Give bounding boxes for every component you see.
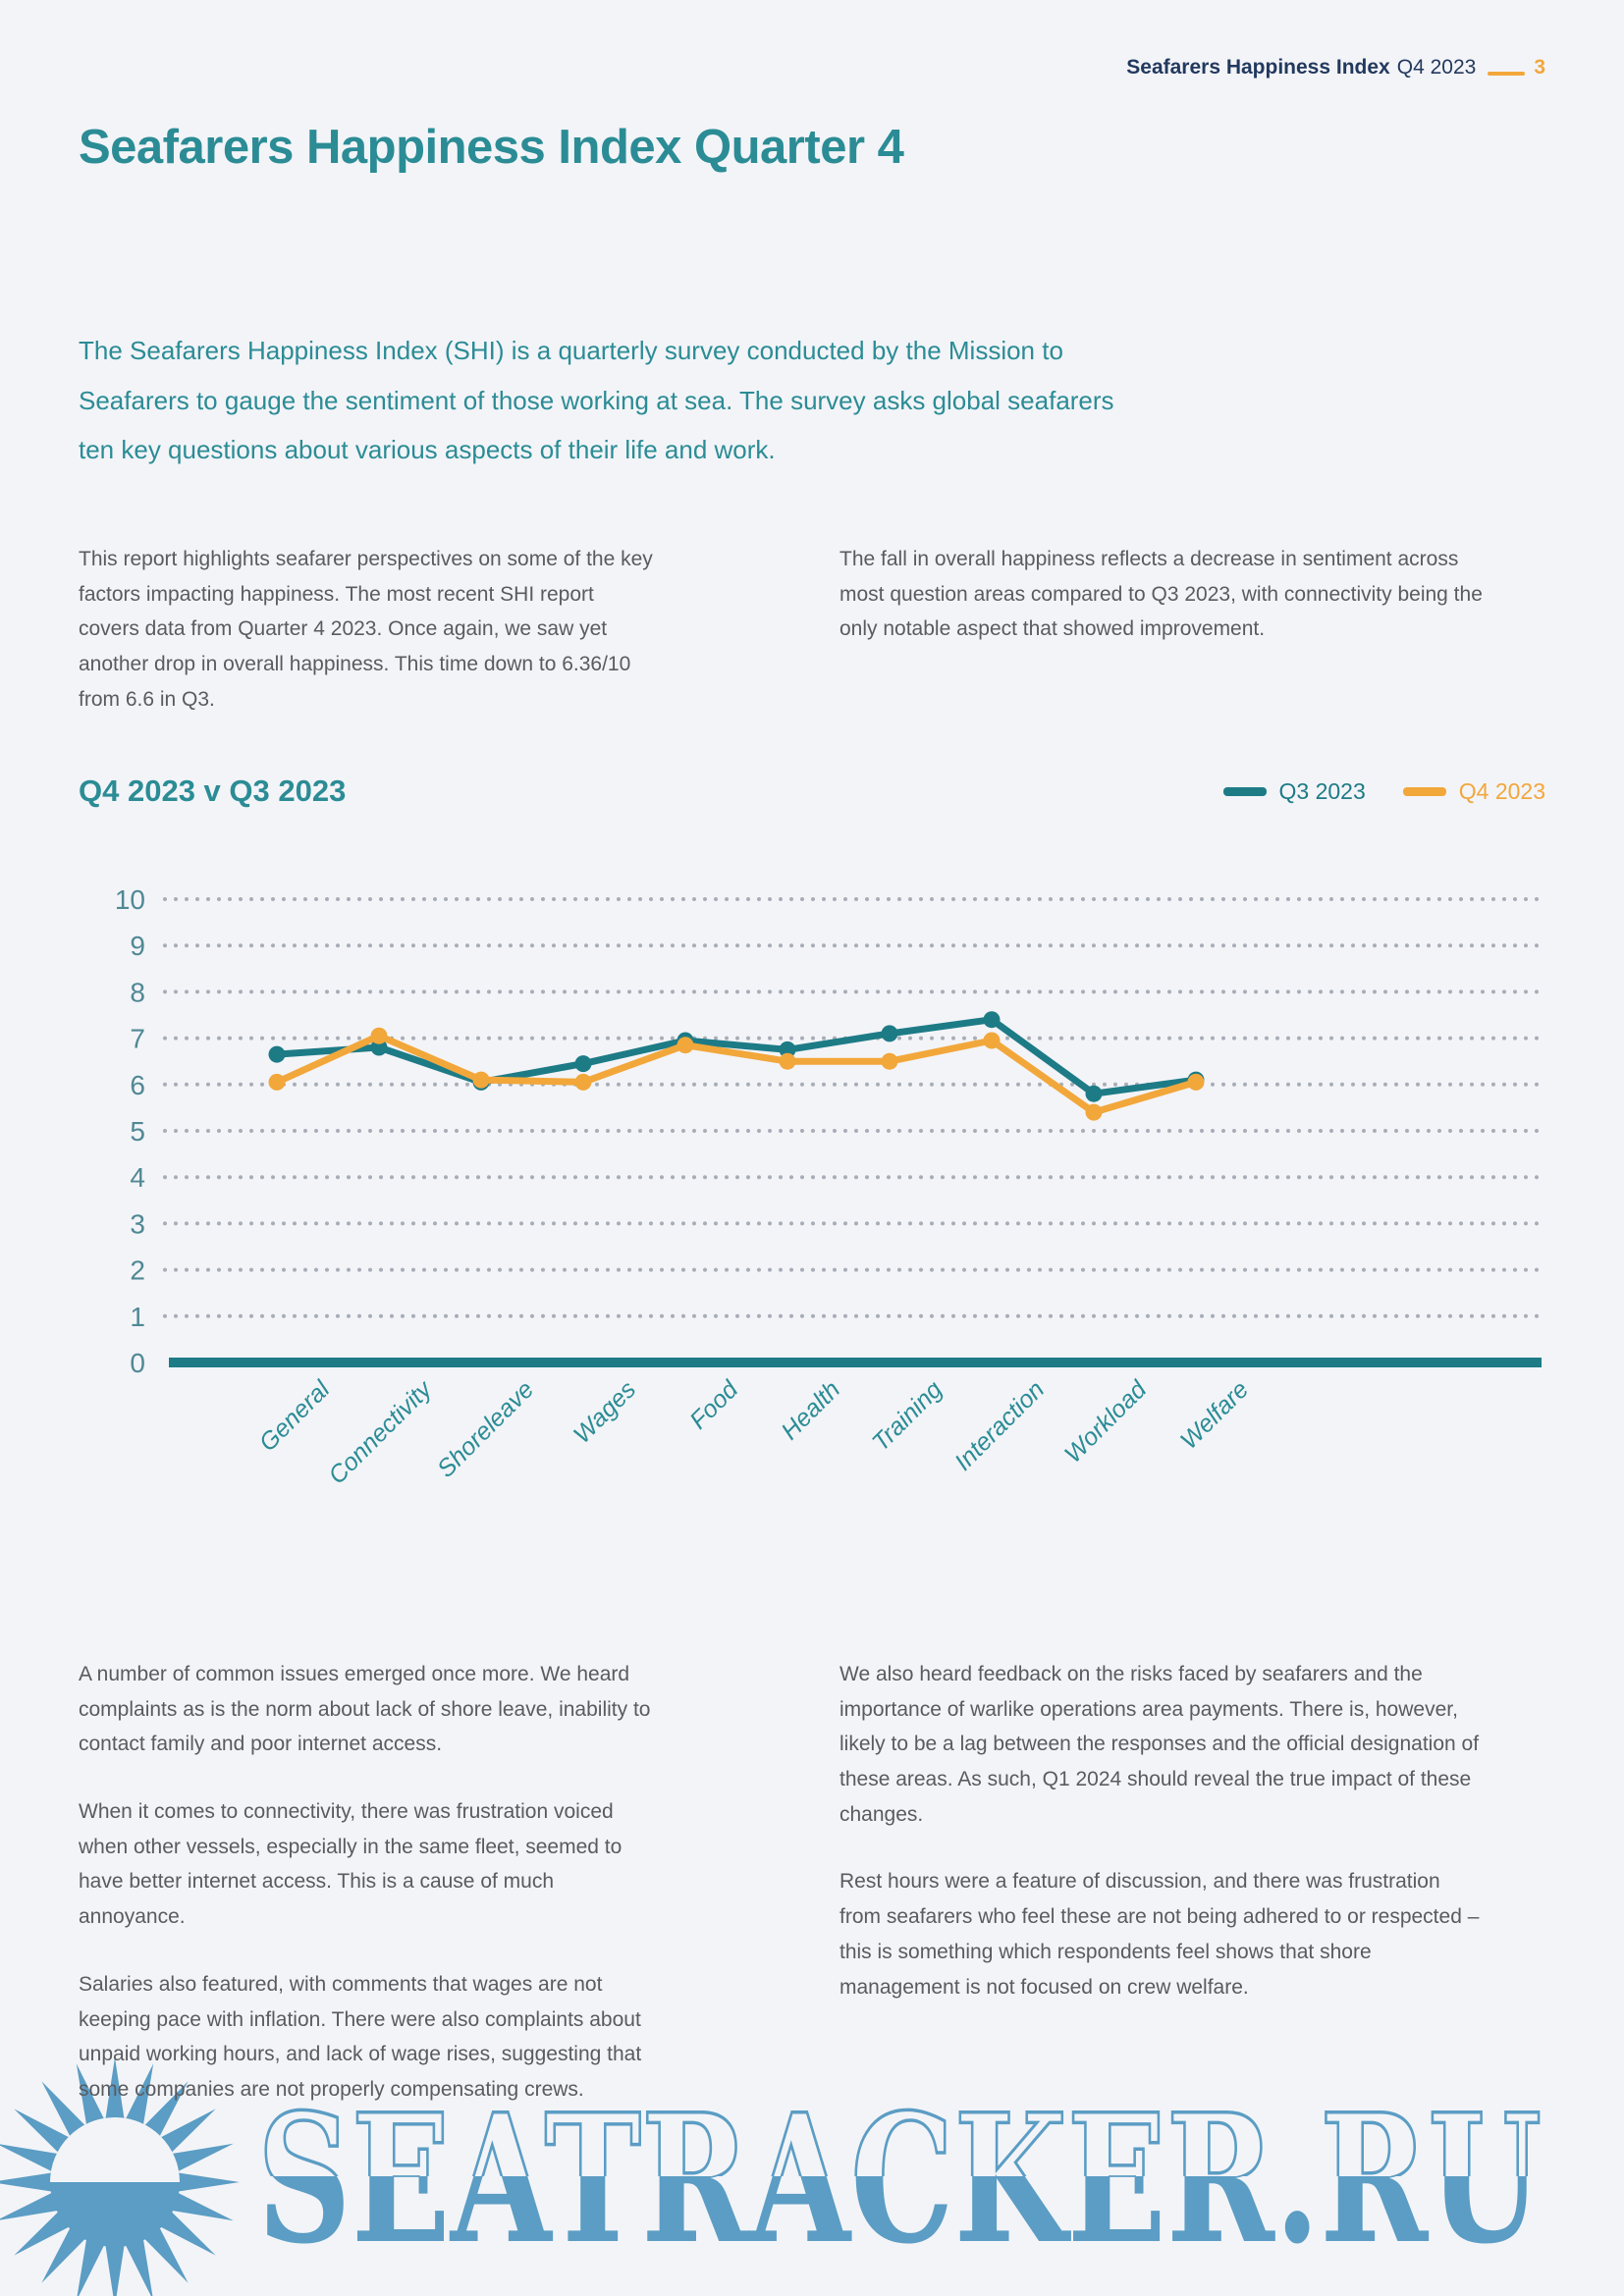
data-point-q4-2023-interaction — [983, 1032, 1001, 1049]
body-paragraph: Rest hours were a feature of discussion,… — [839, 1870, 1480, 1999]
chart-title: Q4 2023 v Q3 2023 — [79, 774, 347, 808]
page-number-rule — [1488, 72, 1526, 76]
data-point-q4-2023-training — [881, 1052, 898, 1070]
body-paragraph: When it comes to connectivity, there was… — [79, 1800, 623, 1929]
data-point-q3-2023-interaction — [983, 1011, 1001, 1029]
x-axis-label-connectivity: Connectivity — [323, 1374, 438, 1489]
happiness-line-chart: 0 1 2 3 4 5 6 7 8 9 10 GeneralConnectivityShoreleav… — [115, 884, 1542, 1490]
summary-paragraph: The fall in overall happiness reflects a… — [839, 548, 1483, 641]
x-axis-label-health: Health — [776, 1375, 845, 1445]
data-point-q4-2023-welfare — [1187, 1073, 1205, 1091]
x-axis-label-wages: Wages — [568, 1375, 642, 1449]
data-point-q4-2023-food — [677, 1037, 694, 1054]
sun-dome — [50, 2117, 180, 2182]
watermark-text-layer: SEATRACKER.RU — [257, 2076, 1542, 2283]
sun-icon — [0, 2057, 240, 2296]
data-point-q4-2023-wages — [574, 1073, 592, 1091]
page-title: Seafarers Happiness Index Quarter 4 — [79, 121, 904, 174]
chart-header-row: Q4 2023 v Q3 2023 Q3 2023 Q4 2023 — [79, 774, 1545, 809]
summary-columns: This report highlights seafarer perspect… — [79, 542, 1483, 749]
legend-item-q4: Q4 2023 — [1402, 777, 1545, 805]
x-axis-label-shoreleave: Shoreleave — [432, 1375, 539, 1482]
data-point-q3-2023-connectivity — [370, 1039, 388, 1056]
intro-paragraph: The Seafarers Happiness Index (SHI) is a… — [79, 336, 1114, 465]
chart-legend: Q3 2023 Q4 2023 — [1202, 777, 1545, 805]
data-point-q4-2023-general — [268, 1073, 286, 1091]
data-point-q4-2023-connectivity — [370, 1027, 388, 1044]
header-quarter: Q4 2023 — [1396, 56, 1477, 79]
x-axis-label-general: General — [254, 1374, 337, 1457]
body-left-column: A number of common issues emerged once m… — [79, 1657, 653, 2140]
body-right-column: We also heard feedback on the risks face… — [839, 1657, 1483, 2140]
q3-line-swatch — [1222, 786, 1267, 796]
legend-label-q4: Q4 2023 — [1458, 777, 1545, 804]
y-axis-tick-4: 4 — [130, 1162, 145, 1193]
series-line-q3-2023 — [273, 1016, 1200, 1097]
data-point-q3-2023-workload — [1085, 1085, 1103, 1102]
y-axis-tick-2: 2 — [130, 1255, 145, 1286]
body-paragraph: We also heard feedback on the risks face… — [839, 1663, 1480, 1826]
data-point-q3-2023-health — [779, 1041, 796, 1058]
legend-item-q3: Q3 2023 — [1222, 777, 1366, 805]
y-axis-tick-10: 10 — [115, 884, 145, 915]
x-axis-label-food: Food — [684, 1375, 744, 1435]
x-axis-label-training: Training — [867, 1375, 947, 1456]
body-paragraph: A number of common issues emerged once m… — [79, 1663, 651, 1756]
summary-left-column: This report highlights seafarer perspect… — [79, 542, 653, 749]
y-axis-tick-9: 9 — [130, 931, 145, 961]
data-point-q3-2023-training — [881, 1025, 898, 1042]
y-axis-tick-6: 6 — [130, 1070, 145, 1100]
summary-right-column: The fall in overall happiness reflects a… — [839, 542, 1483, 749]
y-axis-tick-3: 3 — [130, 1208, 145, 1239]
y-axis-tick-1: 1 — [130, 1302, 145, 1332]
y-axis-tick-5: 5 — [130, 1116, 145, 1147]
body-columns: A number of common issues emerged once m… — [79, 1657, 1483, 2140]
data-point-q4-2023-workload — [1085, 1103, 1103, 1121]
y-axis-tick-7: 7 — [130, 1024, 145, 1054]
x-axis-label-welfare: Welfare — [1175, 1375, 1254, 1454]
legend-label-q3: Q3 2023 — [1278, 777, 1366, 804]
data-point-q4-2023-health — [779, 1052, 796, 1070]
page-header: Seafarers Happiness Index Q4 2023 3 — [1126, 56, 1545, 80]
series-line-q4-2023 — [273, 1032, 1200, 1116]
x-axis-label-workload: Workload — [1059, 1375, 1153, 1468]
y-axis-tick-8: 8 — [130, 977, 145, 1007]
data-point-q4-2023-shoreleave — [472, 1071, 490, 1089]
y-axis-tick-0: 0 — [130, 1348, 145, 1378]
data-point-q3-2023-wages — [574, 1055, 592, 1073]
summary-paragraph: This report highlights seafarer perspect… — [79, 548, 653, 711]
watermark-text-layer: SEATRACKER.RU — [257, 2076, 1542, 2283]
q4-line-swatch — [1402, 786, 1446, 796]
data-point-q3-2023-general — [268, 1045, 286, 1063]
body-paragraph: Salaries also featured, with comments th… — [79, 1972, 642, 2101]
page-number: 3 — [1534, 56, 1545, 79]
x-axis-label-interaction: Interaction — [949, 1375, 1050, 1475]
header-brand: Seafarers Happiness Index — [1126, 56, 1390, 79]
